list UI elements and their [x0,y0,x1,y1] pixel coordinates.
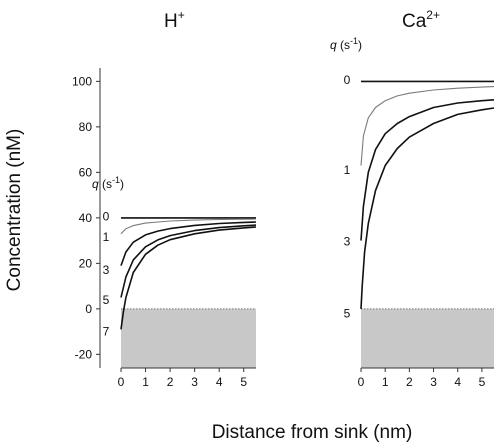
q-header-ca-unit: (s [337,38,350,52]
q-header-ca-exp: -1 [350,36,358,46]
x-tick-label-h-0: 0 [118,375,125,389]
q-label-ca-3: 3 [344,235,351,249]
x-tick-label-h-5: 5 [240,375,247,389]
q-label-h-3: 3 [103,263,110,277]
x-tick-label-ca-0: 0 [358,375,365,389]
panel-title-ca: Ca2+ [402,8,440,32]
q-header-h-unit: (s [99,177,112,191]
panel-title-ca-sup: 2+ [426,8,440,22]
y-tick-label-80: 80 [79,120,93,134]
shaded-region-ca [361,308,494,368]
q-label-h-5: 5 [103,293,110,307]
panel-title-h-main: H [164,11,178,32]
q-label-h-0: 0 [103,210,110,224]
y-axis-title: Concentration (nM) [4,129,25,292]
q-header-ca-symbol: q [330,38,337,52]
q-header-h: q (s-1) [92,175,124,191]
q-header-ca: q (s-1) [330,36,362,52]
x-tick-label-ca-3: 3 [430,375,437,389]
q-label-h-1: 1 [103,230,110,244]
x-tick-label-ca-4: 4 [454,375,461,389]
x-tick-label-h-4: 4 [216,375,223,389]
y-tick-label-100: 100 [72,74,92,88]
x-tick-label-ca-2: 2 [406,375,413,389]
q-header-ca-close: ) [358,38,362,52]
shaded-region-h [121,308,256,368]
panel-title-h: H+ [164,8,185,32]
x-tick-label-h-1: 1 [142,375,149,389]
y-tick-label-20: 20 [79,256,93,270]
q-header-h-symbol: q [92,177,99,191]
curve-ca-q3 [360,99,495,241]
x-tick-label-ca-1: 1 [382,375,389,389]
curve-h-q7 [120,226,257,330]
x-axis-title: Distance from sink (nm) [212,422,413,443]
q-label-ca-0: 0 [344,73,351,87]
q-header-h-exp: -1 [112,175,120,185]
curve-h-q3 [120,221,257,266]
x-tick-label-ca-5: 5 [479,375,486,389]
x-tick-label-h-2: 2 [167,375,174,389]
x-tick-label-h-3: 3 [191,375,198,389]
y-tick-label-0: 0 [85,302,92,316]
q-label-ca-5: 5 [344,306,351,320]
panel-title-h-sup: + [178,8,185,22]
y-tick-label-60: 60 [79,165,93,179]
y-tick-label-40: 40 [79,211,93,225]
curve-ca-q1 [360,86,495,166]
curve-ca-q5 [360,107,495,309]
q-label-ca-1: 1 [344,163,351,177]
q-label-h-7: 7 [103,325,110,339]
y-tick-label--20: -20 [75,347,93,361]
curve-h-q5 [120,224,257,298]
q-header-h-close: ) [120,177,124,191]
curve-h-q1 [120,218,257,235]
panel-title-ca-main: Ca [402,11,427,32]
